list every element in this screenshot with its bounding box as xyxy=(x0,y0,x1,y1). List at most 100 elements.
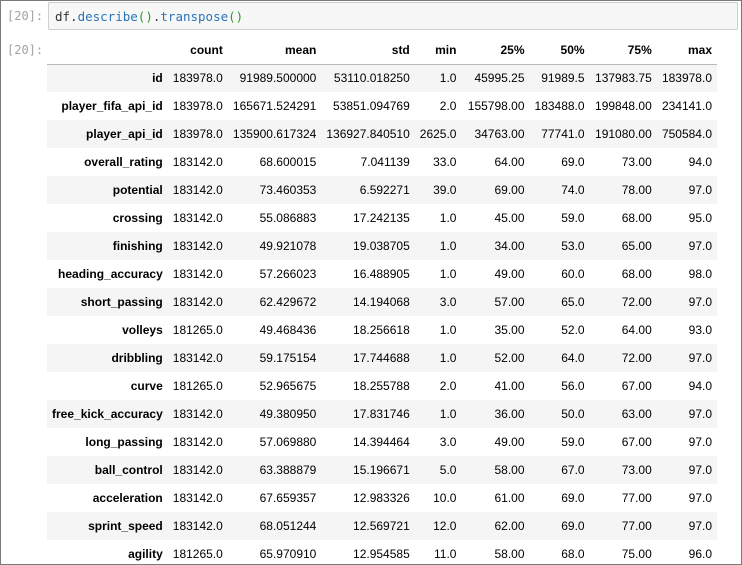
table-cell: 45.00 xyxy=(494,211,525,225)
table-row: agility 181265.0 65.970910 12.954585 11.0 58.… xyxy=(47,540,717,564)
input-cell[interactable]: [20]: df.describe().transpose() xyxy=(1,1,741,37)
table-cell: 183978.0 xyxy=(172,99,223,113)
column-header: mean xyxy=(227,36,322,65)
table-cell: 73.460353 xyxy=(259,183,317,197)
table-row: ball_control 183142.0 63.388879 15.196671 5.… xyxy=(47,456,717,484)
code-editor[interactable]: df.describe().transpose() xyxy=(48,2,738,30)
table-row: sprint_speed 183142.0 68.051244 12.569721 12… xyxy=(47,512,717,540)
table-cell: 65.0 xyxy=(561,295,585,309)
table-cell: 45995.25 xyxy=(474,71,525,86)
table-row: dribbling 183142.0 59.175154 17.744688 1.0 52… xyxy=(47,344,717,372)
row-label: player_api_id xyxy=(86,127,163,141)
table-row: volleys 181265.0 49.468436 18.256618 1.0 35.0… xyxy=(47,316,717,344)
table-cell: 69.00 xyxy=(494,183,525,197)
row-label: free_kick_accuracy xyxy=(52,407,163,421)
table-cell: 75.00 xyxy=(621,547,652,561)
table-cell: 234141.0 xyxy=(661,99,712,113)
table-cell: 5.0 xyxy=(439,463,457,477)
table-cell: 1.0 xyxy=(439,211,457,225)
table-cell: 183142.0 xyxy=(172,351,223,365)
table-cell: 69.0 xyxy=(561,519,585,533)
table-cell: 67.659357 xyxy=(259,491,317,505)
table-cell: 97.0 xyxy=(688,183,712,197)
table-cell: 97.0 xyxy=(688,239,712,253)
table-cell: 34763.00 xyxy=(474,127,525,141)
table-cell: 183142.0 xyxy=(172,183,223,197)
table-cell: 183142.0 xyxy=(172,239,223,253)
table-cell: 61.00 xyxy=(494,491,525,505)
table-cell: 15.196671 xyxy=(353,463,410,477)
table-row: overall_rating 183142.0 68.600015 7.041139 3… xyxy=(47,148,717,176)
table-cell: 17.744688 xyxy=(353,351,410,365)
table-cell: 1.0 xyxy=(439,71,457,86)
table-cell: 183488.0 xyxy=(534,99,585,113)
table-cell: 97.0 xyxy=(688,519,712,533)
table-cell: 183142.0 xyxy=(172,295,223,309)
table-cell: 64.00 xyxy=(621,323,652,337)
table-row: long_passing 183142.0 57.069880 14.394464 3.… xyxy=(47,428,717,456)
table-cell: 96.0 xyxy=(688,547,712,561)
row-label: dribbling xyxy=(111,351,163,365)
row-label: ball_control xyxy=(94,463,163,477)
code-object: df. xyxy=(55,9,78,24)
row-label: sprint_speed xyxy=(88,519,163,533)
table-cell: 183142.0 xyxy=(172,211,223,225)
table-cell: 73.00 xyxy=(621,463,652,477)
table-cell: 49.380950 xyxy=(259,407,317,421)
row-label: long_passing xyxy=(85,435,163,449)
table-cell: 64.0 xyxy=(561,351,585,365)
table-cell: 181265.0 xyxy=(172,379,223,393)
code-line: df.describe().transpose() xyxy=(55,9,243,24)
table-cell: 64.00 xyxy=(494,155,525,169)
table-cell: 18.255788 xyxy=(353,379,410,393)
row-label: overall_rating xyxy=(84,155,163,169)
table-row: potential 183142.0 73.460353 6.592271 39.0 69… xyxy=(47,176,717,204)
table-cell: 39.0 xyxy=(433,183,457,197)
column-header: 75% xyxy=(589,36,657,65)
table-cell: 97.0 xyxy=(688,491,712,505)
table-cell: 183978.0 xyxy=(172,127,223,141)
table-cell: 65.970910 xyxy=(259,547,317,561)
table-cell: 191080.00 xyxy=(595,127,652,141)
table-body: id 183978.0 91989.500000 53110.018250 1.0 459… xyxy=(47,64,717,564)
table-cell: 73.00 xyxy=(621,155,652,169)
row-label: acceleration xyxy=(92,491,163,505)
table-cell: 94.0 xyxy=(688,155,712,169)
table-cell: 74.0 xyxy=(561,183,585,197)
table-cell: 52.965675 xyxy=(259,379,317,393)
table-cell: 1.0 xyxy=(439,323,457,337)
table-cell: 183142.0 xyxy=(172,155,223,169)
table-cell: 60.0 xyxy=(561,267,585,281)
table-row: player_api_id 183978.0 135900.617324 136927… xyxy=(47,120,717,148)
code-paren: () xyxy=(228,9,244,24)
table-cell: 68.0 xyxy=(561,547,585,561)
table-cell: 94.0 xyxy=(688,379,712,393)
table-cell: 41.00 xyxy=(494,379,525,393)
table-cell: 1.0 xyxy=(439,267,457,281)
row-label: heading_accuracy xyxy=(58,267,163,281)
table-row: finishing 183142.0 49.921078 19.038705 1.0 34… xyxy=(47,232,717,260)
table-cell: 53851.094769 xyxy=(333,99,410,113)
table-cell: 49.468436 xyxy=(259,323,317,337)
table-cell: 1.0 xyxy=(439,407,457,421)
table-cell: 95.0 xyxy=(688,211,712,225)
column-header: min xyxy=(414,36,462,65)
table-cell: 67.00 xyxy=(621,435,652,449)
table-cell: 72.00 xyxy=(621,295,652,309)
table-row: heading_accuracy 183142.0 57.266023 16.4889… xyxy=(47,260,717,288)
table-cell: 181265.0 xyxy=(172,547,223,561)
table-cell: 91989.5 xyxy=(541,71,585,86)
table-cell: 97.0 xyxy=(688,295,712,309)
table-cell: 78.00 xyxy=(621,183,652,197)
table-cell: 49.921078 xyxy=(259,239,317,253)
table-cell: 155798.00 xyxy=(467,99,525,113)
index-header xyxy=(47,36,168,65)
table-cell: 2625.0 xyxy=(419,127,457,141)
column-header: 25% xyxy=(461,36,530,65)
row-label: short_passing xyxy=(80,295,163,309)
table-cell: 63.388879 xyxy=(259,463,317,477)
table-cell: 183142.0 xyxy=(172,435,223,449)
table-cell: 55.086883 xyxy=(259,211,317,225)
table-cell: 750584.0 xyxy=(661,127,712,141)
